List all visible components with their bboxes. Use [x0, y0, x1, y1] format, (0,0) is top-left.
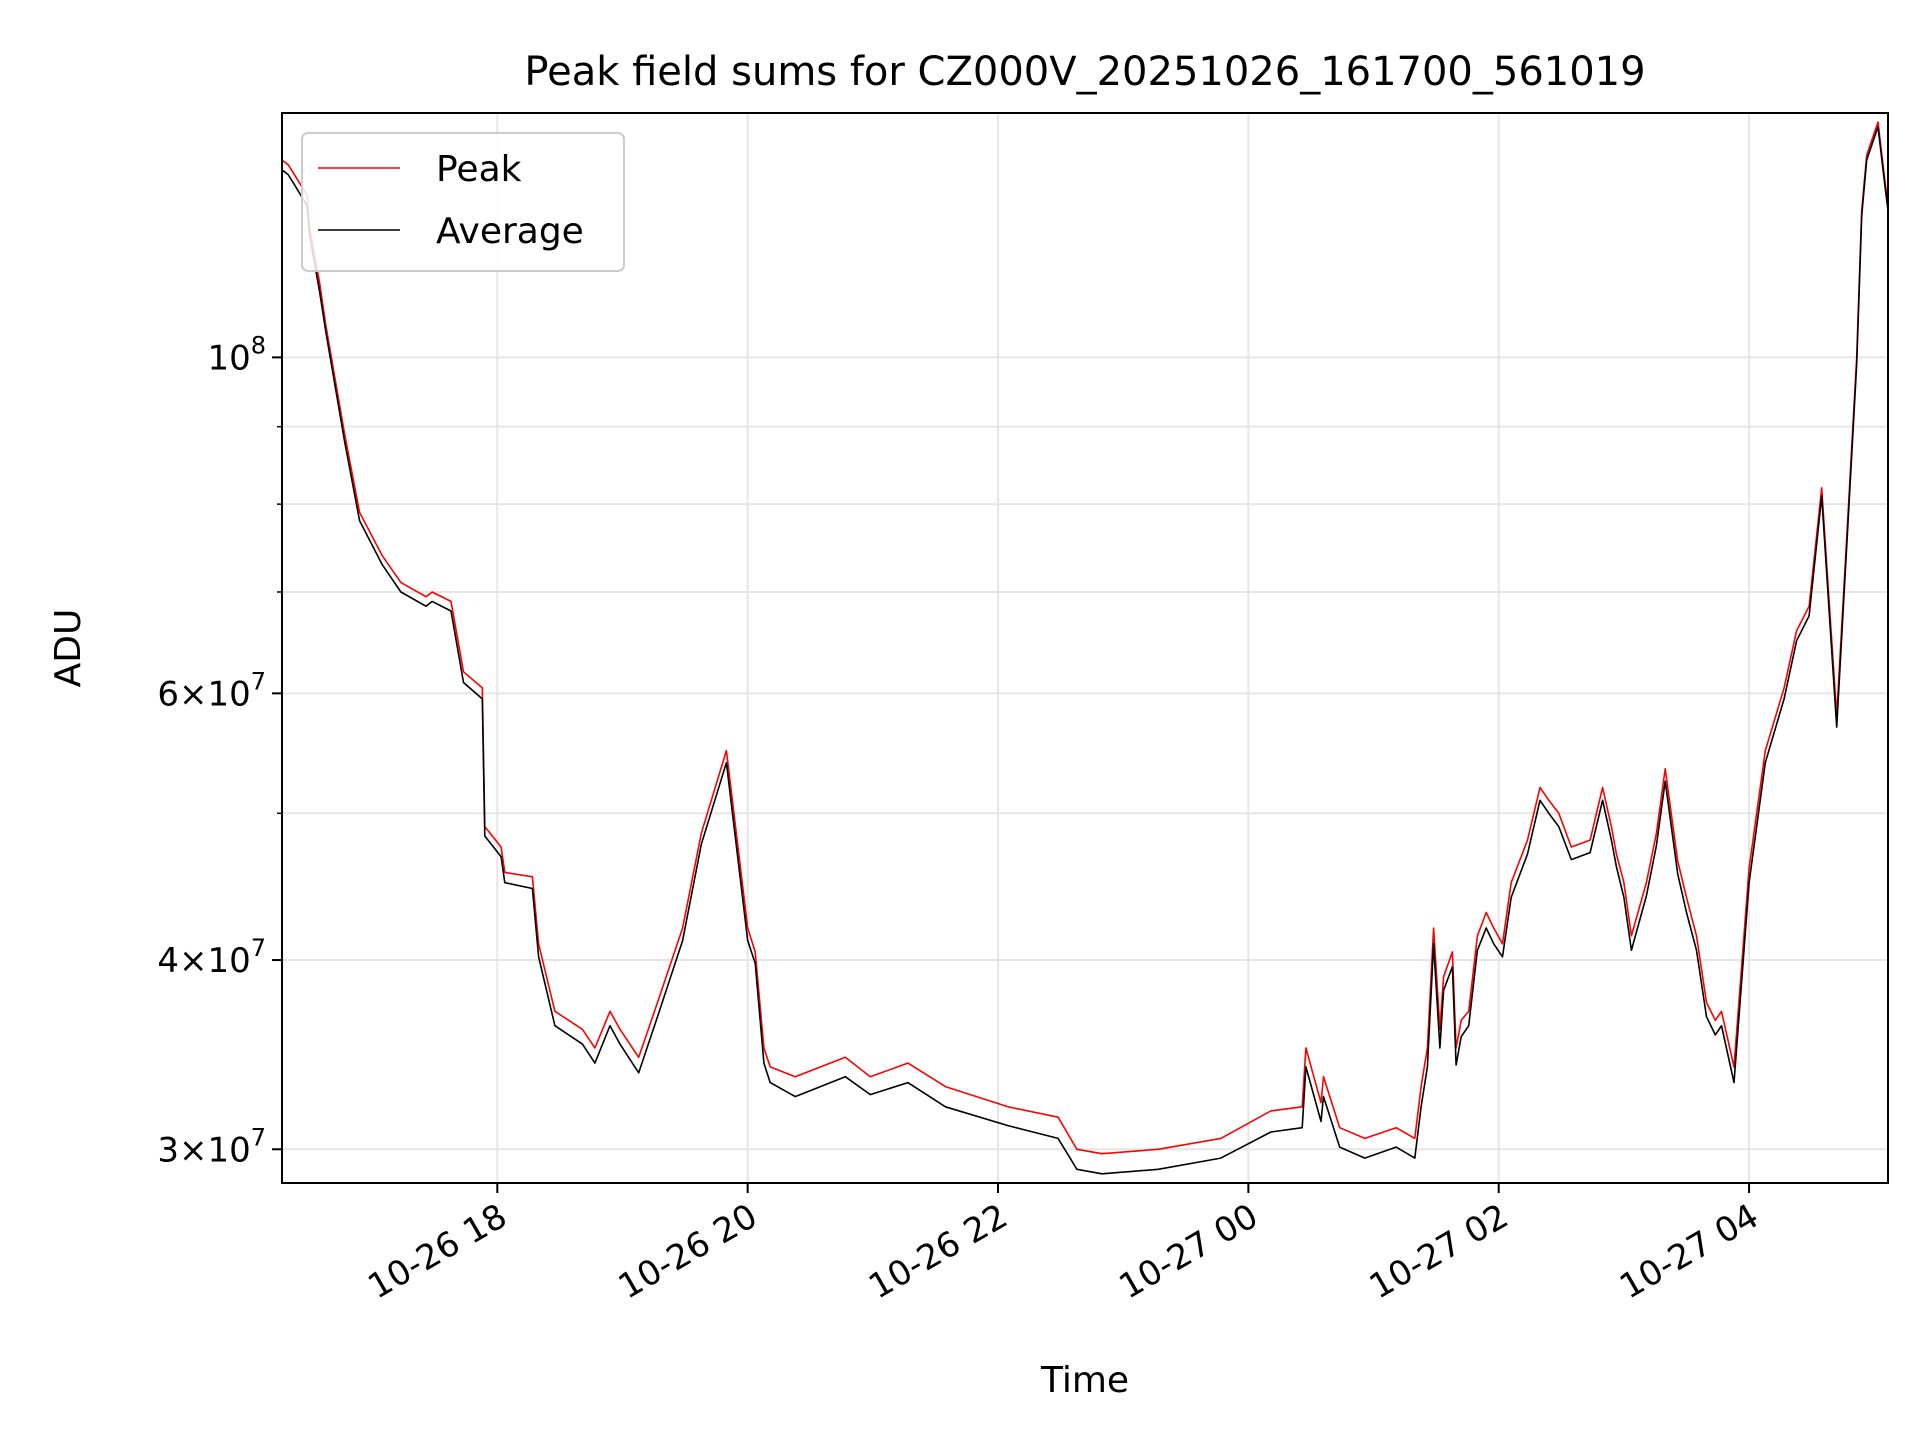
y-axis: 3×107 4×107 6×107 108 [157, 331, 282, 1170]
plot-frame [281, 112, 1889, 1184]
series-line-peak [282, 121, 1888, 1155]
x-axis-label: Time [1040, 1360, 1129, 1401]
y-tick-label: 4×107 [157, 934, 266, 981]
legend-label-peak: Peak [436, 149, 522, 190]
grid [282, 113, 1888, 1183]
y-tick-label: 6×107 [157, 667, 266, 714]
legend: Peak Average [301, 132, 625, 272]
y-tick-label: 3×107 [157, 1123, 266, 1170]
chart-title: Peak field sums for CZ000V_20251026_1617… [524, 49, 1645, 95]
legend-label-average: Average [436, 211, 584, 252]
series-layer [282, 121, 1888, 1175]
y-tick-label: 108 [207, 331, 266, 378]
y-axis-label: ADU [48, 609, 89, 688]
series-line-average [282, 126, 1888, 1175]
